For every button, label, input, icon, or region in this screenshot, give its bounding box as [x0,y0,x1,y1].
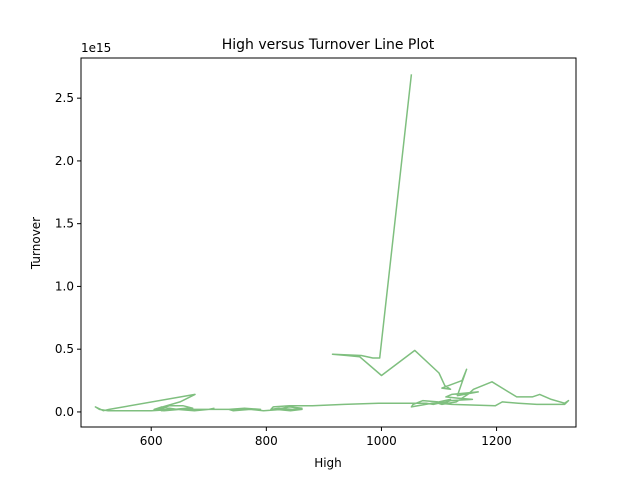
y-tick-label: 1.5 [55,217,74,231]
series-line-0 [94,74,570,412]
y-axis-ticks: 0.0 0.5 1.0 1.5 2.0 2.5 [55,91,81,419]
y-tick-label: 1.0 [55,279,74,293]
plot-area [94,74,570,412]
y-axis-label: Turnover [29,217,43,270]
y-tick-label: 0.5 [55,342,74,356]
y-tick-label: 2.5 [55,91,74,105]
y-offset-label: 1e15 [81,41,111,55]
x-tick-label: 1200 [481,434,512,448]
chart-title: High versus Turnover Line Plot [222,37,435,53]
x-tick-label: 800 [255,434,278,448]
x-axis-label: High [314,456,342,470]
x-axis-ticks: 600 800 1000 1200 [140,427,512,448]
axes-frame [80,57,577,428]
x-tick-label: 600 [140,434,163,448]
y-tick-label: 2.0 [55,154,74,168]
x-tick-label: 1000 [366,434,397,448]
y-tick-label: 0.0 [55,405,74,419]
